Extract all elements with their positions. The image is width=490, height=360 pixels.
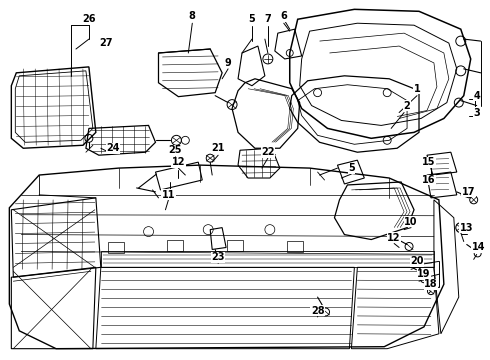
Text: 9: 9 [225, 58, 231, 68]
Text: 15: 15 [422, 157, 436, 167]
Text: 20: 20 [410, 256, 424, 266]
Text: 19: 19 [417, 269, 431, 279]
Text: 5: 5 [348, 163, 355, 173]
Text: 4: 4 [473, 91, 480, 101]
Bar [168, 239, 183, 251]
Text: 6: 6 [280, 11, 287, 21]
Text: 8: 8 [189, 11, 196, 21]
Text: 21: 21 [211, 143, 225, 153]
Text: 27: 27 [99, 38, 113, 48]
Text: 1: 1 [414, 84, 420, 94]
Text: 25: 25 [169, 145, 182, 155]
Text: 11: 11 [162, 190, 175, 200]
Text: 18: 18 [424, 279, 438, 289]
Bar [227, 239, 243, 251]
Text: 22: 22 [261, 147, 274, 157]
Text: 5: 5 [248, 14, 255, 24]
Text: 17: 17 [462, 187, 475, 197]
Text: 13: 13 [460, 222, 473, 233]
Text: 24: 24 [106, 143, 120, 153]
Text: 10: 10 [404, 217, 418, 227]
Text: 3: 3 [473, 108, 480, 117]
Text: 26: 26 [82, 14, 96, 24]
Text: 2: 2 [404, 100, 411, 111]
Text: 28: 28 [311, 306, 324, 316]
Bar [108, 242, 123, 253]
Text: 23: 23 [211, 252, 225, 262]
Bar [287, 240, 303, 252]
Text: 14: 14 [472, 243, 486, 252]
Text: 7: 7 [265, 14, 271, 24]
Text: 16: 16 [422, 175, 436, 185]
Text: 12: 12 [172, 157, 185, 167]
Text: 12: 12 [388, 233, 401, 243]
